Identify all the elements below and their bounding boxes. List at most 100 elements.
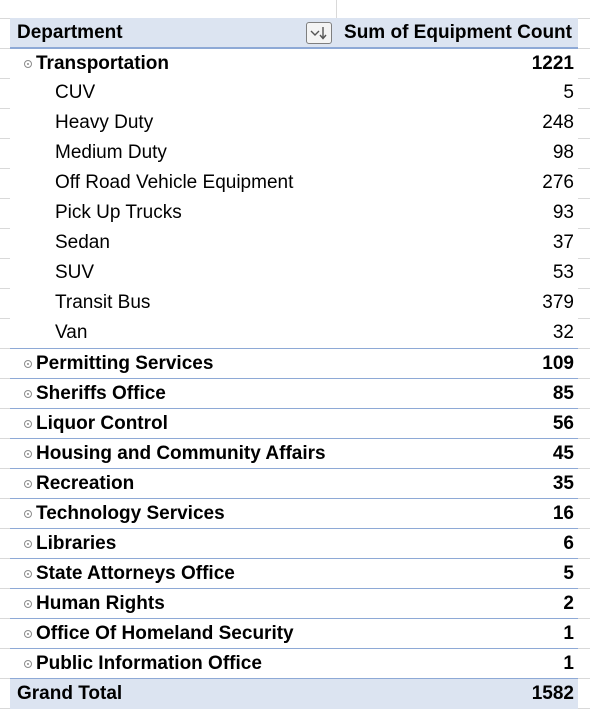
group-row[interactable]: State Attorneys Office 5 xyxy=(10,558,578,588)
group-label: State Attorneys Office xyxy=(10,563,454,585)
gridline xyxy=(0,138,10,139)
gridline xyxy=(0,168,10,169)
detail-label: Off Road Vehicle Equipment xyxy=(55,172,294,193)
column-gridline xyxy=(336,0,337,18)
gridline xyxy=(0,588,10,589)
group-name: Public Information Office xyxy=(36,652,262,674)
detail-row[interactable]: CUV 5 xyxy=(10,78,578,108)
group-label: Office Of Homeland Security xyxy=(10,623,454,645)
detail-row[interactable]: Transit Bus 379 xyxy=(10,288,578,318)
group-row[interactable]: Transportation 1221 xyxy=(10,48,578,78)
group-name: Libraries xyxy=(36,532,117,554)
gridline xyxy=(578,678,590,679)
expand-collapse-icon[interactable] xyxy=(24,569,32,578)
group-name: Technology Services xyxy=(36,502,225,524)
detail-label: CUV xyxy=(55,82,96,103)
sort-descending-filter-icon xyxy=(310,27,327,40)
detail-value: 379 xyxy=(542,292,574,313)
gridline xyxy=(0,378,10,379)
group-row[interactable]: Office Of Homeland Security 1 xyxy=(10,618,578,648)
detail-label: Pick Up Trucks xyxy=(55,202,182,223)
detail-label: Transit Bus xyxy=(55,292,151,313)
detail-value: 5 xyxy=(563,82,574,103)
detail-label: Van xyxy=(55,322,88,343)
gridline xyxy=(0,78,10,79)
gridline xyxy=(578,288,590,289)
detail-row[interactable]: SUV 53 xyxy=(10,258,578,288)
group-row[interactable]: Human Rights 2 xyxy=(10,588,578,618)
group-row[interactable]: Technology Services 16 xyxy=(10,498,578,528)
gridline xyxy=(0,618,10,619)
gridline xyxy=(0,528,10,529)
gridline xyxy=(578,48,590,49)
group-total: 109 xyxy=(542,352,574,374)
gridline xyxy=(578,198,590,199)
group-total: 45 xyxy=(552,442,574,464)
detail-value: 53 xyxy=(552,262,574,283)
gridline xyxy=(578,78,590,79)
expand-collapse-icon[interactable] xyxy=(24,389,32,398)
expand-collapse-icon[interactable] xyxy=(24,599,32,608)
expand-collapse-icon[interactable] xyxy=(24,479,32,488)
group-total: 85 xyxy=(552,382,574,404)
gridline xyxy=(578,258,590,259)
group-row[interactable]: Liquor Control 56 xyxy=(10,408,578,438)
pivot-body: Transportation 1221 CUV 5 Heavy Duty 248 Mediu… xyxy=(10,48,578,678)
gridline xyxy=(0,678,10,679)
group-row[interactable]: Libraries 6 xyxy=(10,528,578,558)
detail-label: Heavy Duty xyxy=(55,112,154,133)
detail-row[interactable]: Van 32 xyxy=(10,318,578,348)
group-row[interactable]: Sheriffs Office 85 xyxy=(10,378,578,408)
detail-row[interactable]: Pick Up Trucks 93 xyxy=(10,198,578,228)
detail-row[interactable]: Sedan 37 xyxy=(10,228,578,258)
gridline xyxy=(578,168,590,169)
gridline xyxy=(578,708,590,709)
gridline xyxy=(0,18,10,19)
group-row[interactable]: Permitting Services 109 xyxy=(10,348,578,378)
grand-total-label: Grand Total xyxy=(17,683,123,704)
expand-collapse-icon[interactable] xyxy=(24,659,32,668)
group-name: Recreation xyxy=(36,472,135,494)
gridline xyxy=(0,648,10,649)
expand-collapse-icon[interactable] xyxy=(24,59,32,68)
group-row[interactable]: Housing and Community Affairs 45 xyxy=(10,438,578,468)
expand-collapse-icon[interactable] xyxy=(24,419,32,428)
group-total: 56 xyxy=(552,412,574,434)
row-labels-header[interactable]: Department xyxy=(17,21,123,43)
left-gutter xyxy=(0,0,10,716)
values-header[interactable]: Sum of Equipment Count xyxy=(344,21,572,43)
detail-row[interactable]: Medium Duty 98 xyxy=(10,138,578,168)
detail-value: 32 xyxy=(552,322,574,343)
group-total: 1 xyxy=(563,622,574,644)
gridline xyxy=(0,348,10,349)
gridline xyxy=(578,558,590,559)
group-total: 5 xyxy=(563,562,574,584)
filter-dropdown-button[interactable] xyxy=(306,22,332,44)
expand-collapse-icon[interactable] xyxy=(24,539,32,548)
gridline xyxy=(0,558,10,559)
group-label: Libraries xyxy=(10,533,454,555)
gridline xyxy=(0,708,10,709)
gridline xyxy=(578,378,590,379)
detail-label: Sedan xyxy=(55,232,110,253)
detail-value: 37 xyxy=(552,232,574,253)
expand-collapse-icon[interactable] xyxy=(24,629,32,638)
gridline xyxy=(0,258,10,259)
detail-value: 98 xyxy=(552,142,574,163)
detail-row[interactable]: Heavy Duty 248 xyxy=(10,108,578,138)
expand-collapse-icon[interactable] xyxy=(24,359,32,368)
group-total: 2 xyxy=(563,592,574,614)
sheet-top-strip xyxy=(0,0,590,18)
pivot-table: Department Sum of Equipment Count Transp… xyxy=(10,18,578,709)
gridline xyxy=(578,18,590,19)
expand-collapse-icon[interactable] xyxy=(24,509,32,518)
detail-row[interactable]: Off Road Vehicle Equipment 276 xyxy=(10,168,578,198)
group-name: Office Of Homeland Security xyxy=(36,622,294,644)
gridline xyxy=(0,438,10,439)
gridline xyxy=(0,228,10,229)
gridline xyxy=(0,468,10,469)
expand-collapse-icon[interactable] xyxy=(24,449,32,458)
group-row[interactable]: Recreation 35 xyxy=(10,468,578,498)
group-label: Human Rights xyxy=(10,593,454,615)
group-row[interactable]: Public Information Office 1 xyxy=(10,648,578,678)
